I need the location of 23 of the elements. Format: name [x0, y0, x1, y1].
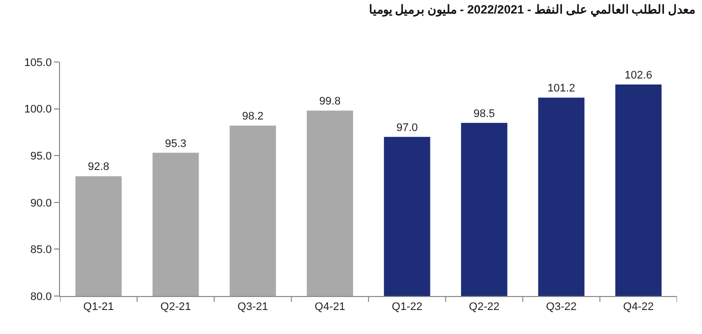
y-tick-label: 85.0 — [30, 244, 52, 256]
y-tick-label: 105.0 — [24, 56, 52, 69]
x-tick-label: Q4-22 — [623, 301, 654, 314]
data-label: 102.6 — [624, 69, 652, 82]
x-tick-label: Q1-22 — [392, 301, 422, 314]
y-tick-label: 90.0 — [30, 197, 52, 210]
x-tick-label: Q2-22 — [468, 301, 500, 314]
x-tick-label: Q2-21 — [160, 301, 191, 314]
data-label: 92.8 — [88, 161, 110, 174]
data-label: 101.2 — [548, 82, 576, 95]
data-label: 97.0 — [396, 122, 418, 134]
data-label: 99.8 — [319, 96, 341, 108]
y-tick-label: 95.0 — [30, 150, 52, 162]
data-label: 98.5 — [473, 108, 495, 120]
y-tick-label: 80.0 — [30, 290, 52, 303]
chart-title: معدل الطلب العالمي على النفط - 2022/2021 - مليون برميل يوميا — [368, 2, 695, 18]
x-tick-label: Q1-21 — [83, 301, 114, 314]
data-label: 95.3 — [164, 138, 186, 150]
y-tick-label: 100.0 — [24, 104, 52, 116]
data-label: 98.2 — [242, 110, 264, 123]
x-tick-label: Q4-21 — [314, 301, 346, 314]
x-tick-label: Q3-21 — [238, 301, 268, 314]
x-tick-label: Q3-22 — [546, 301, 577, 314]
